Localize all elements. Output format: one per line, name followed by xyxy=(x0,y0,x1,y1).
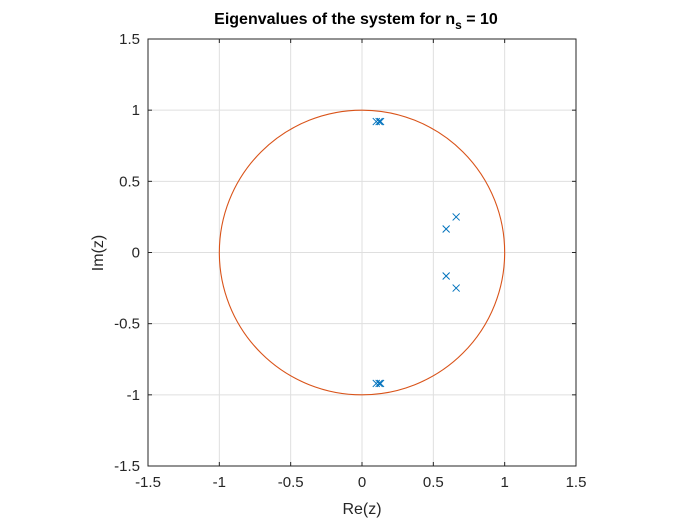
chart-title-suffix: = 10 xyxy=(462,11,498,28)
chart-title-subscript: s xyxy=(455,18,462,32)
eigenvalue-marker xyxy=(375,117,383,126)
y-tick-label: 0 xyxy=(132,245,140,262)
x-tick-label: -1.5 xyxy=(135,474,161,491)
eigenvalue-marker xyxy=(375,379,383,388)
y-tick-label: -1.5 xyxy=(114,458,140,475)
eigenvalue-marker xyxy=(376,117,385,126)
x-tick-label: -1 xyxy=(213,474,226,491)
eigenvalue-marker xyxy=(376,379,385,388)
x-tick-label: 1.5 xyxy=(566,474,587,491)
x-tick-labels: -1.5 -1 -0.5 0 0.5 1 1.5 xyxy=(135,474,586,491)
tick-marks xyxy=(147,38,577,467)
y-tick-label: 1.5 xyxy=(119,31,140,48)
y-axis-label: Im(z) xyxy=(90,235,107,271)
x-tick-label: -0.5 xyxy=(278,474,304,491)
unit-circle xyxy=(218,109,506,396)
eigenvalue-marker xyxy=(452,284,461,292)
x-tick-label: 0.5 xyxy=(423,474,444,491)
eigenvalue-marker xyxy=(442,272,451,280)
chart-title: Eigenvalues of the system for ns = 10 xyxy=(214,11,498,32)
y-tick-labels: -1.5 -1 -0.5 0 0.5 1 1.5 xyxy=(114,31,140,475)
x-tick-label: 0 xyxy=(358,474,366,491)
x-axis-label: Re(z) xyxy=(342,501,381,518)
y-tick-label: -0.5 xyxy=(114,316,140,333)
eigenvalue-markers xyxy=(372,117,461,388)
y-tick-label: 0.5 xyxy=(119,173,140,190)
x-tick-label: 1 xyxy=(500,474,508,491)
eigenvalue-marker xyxy=(442,225,451,233)
eigenvalue-marker xyxy=(452,213,461,221)
unit-circle-layer xyxy=(218,109,506,396)
y-tick-label: -1 xyxy=(127,387,140,404)
y-tick-label: 1 xyxy=(132,102,140,119)
